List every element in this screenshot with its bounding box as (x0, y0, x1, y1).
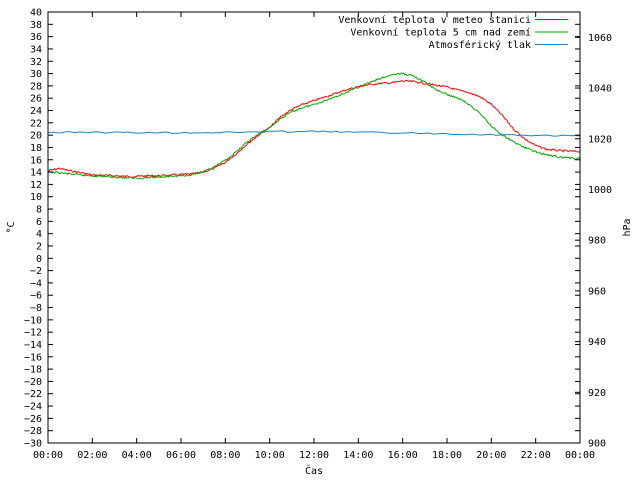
left-tick-label: 12 (30, 180, 42, 191)
left-tick-label: −6 (30, 291, 42, 302)
right-tick-label: 980 (588, 236, 606, 247)
left-tick-label: −14 (24, 340, 42, 351)
left-tick-label: 4 (36, 229, 42, 240)
left-tick-label: −16 (24, 352, 42, 363)
left-tick-label: −20 (24, 377, 42, 388)
right-tick-label: 1020 (588, 134, 612, 145)
left-tick-label: −2 (30, 266, 42, 277)
right-tick-label: 960 (588, 286, 606, 297)
left-tick-label: −18 (24, 365, 42, 376)
legend-label-ground-temp: Venkovní teplota 5 cm nad zemí (350, 27, 531, 39)
series-ground-temp-line (47, 72, 581, 180)
left-tick-label: −30 (24, 439, 42, 450)
left-tick-label: −8 (30, 303, 42, 314)
right-tick-label: 900 (588, 439, 606, 450)
x-tick-label: 02:00 (77, 450, 107, 461)
left-tick-label: 20 (30, 131, 42, 142)
plot-lines (47, 72, 581, 180)
x-tick-label: 06:00 (166, 450, 196, 461)
x-tick-label: 10:00 (255, 450, 285, 461)
left-y-axis: 4038363432302826242220181614121086420−2−… (24, 8, 580, 450)
right-tick-label: 920 (588, 388, 606, 399)
x-tick-label: 20:00 (476, 450, 506, 461)
left-tick-label: 14 (30, 168, 42, 179)
x-tick-label: 18:00 (432, 450, 462, 461)
right-tick-label: 1040 (588, 84, 612, 95)
left-tick-label: 34 (30, 44, 42, 55)
right-tick-label: 1000 (588, 185, 612, 196)
left-tick-label: 26 (30, 94, 42, 105)
x-tick-label: 22:00 (521, 450, 551, 461)
x-tick-label: 16:00 (388, 450, 418, 461)
left-tick-label: −24 (24, 402, 42, 413)
left-tick-label: −12 (24, 328, 42, 339)
right-tick-label: 940 (588, 337, 606, 348)
left-tick-label: 0 (36, 254, 42, 265)
left-tick-label: 38 (30, 20, 42, 31)
left-tick-label: −10 (24, 315, 42, 326)
x-axis: 00:00 02:00 04:00 06:00 08:00 10:00 12:00 14:00… (33, 12, 595, 461)
left-tick-label: 8 (36, 205, 42, 216)
x-tick-label: 00:00 (565, 450, 595, 461)
left-tick-label: 2 (36, 241, 42, 252)
x-tick-label: 12:00 (299, 450, 329, 461)
left-tick-label: 16 (30, 155, 42, 166)
left-tick-label: 36 (30, 32, 42, 43)
left-tick-label: 28 (30, 81, 42, 92)
left-tick-label: 10 (30, 192, 42, 203)
left-tick-label: 24 (30, 106, 42, 117)
x-tick-label: 08:00 (210, 450, 240, 461)
x-tick-label: 14:00 (343, 450, 373, 461)
legend-label-outdoor-station: Venkovní teplota v meteo stanici (338, 14, 531, 26)
right-y-axis: 1060 1040 1020 1000 980 960 940 920 900 (575, 33, 612, 450)
left-tick-label: −22 (24, 389, 42, 400)
left-tick-label: −26 (24, 414, 42, 425)
left-tick-label: 30 (30, 69, 42, 80)
left-tick-label: −4 (30, 278, 42, 289)
left-tick-label: 6 (36, 217, 42, 228)
right-tick-label: 1060 (588, 33, 612, 44)
x-tick-label: 00:00 (33, 450, 63, 461)
left-tick-label: 18 (30, 143, 42, 154)
x-tick-label: 04:00 (122, 450, 152, 461)
legend: Venkovní teplota v meteo stanici Venkovn… (338, 14, 568, 51)
legend-label-pressure: Atmosférický tlak (429, 39, 531, 51)
right-y-axis-label: hPa (622, 218, 633, 236)
series-pressure-line (47, 130, 581, 137)
x-axis-label: Čas (305, 464, 323, 477)
left-tick-label: 22 (30, 118, 42, 129)
left-tick-label: 32 (30, 57, 42, 68)
left-tick-label: 40 (30, 8, 42, 19)
left-tick-label: −28 (24, 426, 42, 437)
series-outdoor-station-line (47, 79, 581, 178)
left-y-axis-label: °C (6, 221, 17, 233)
